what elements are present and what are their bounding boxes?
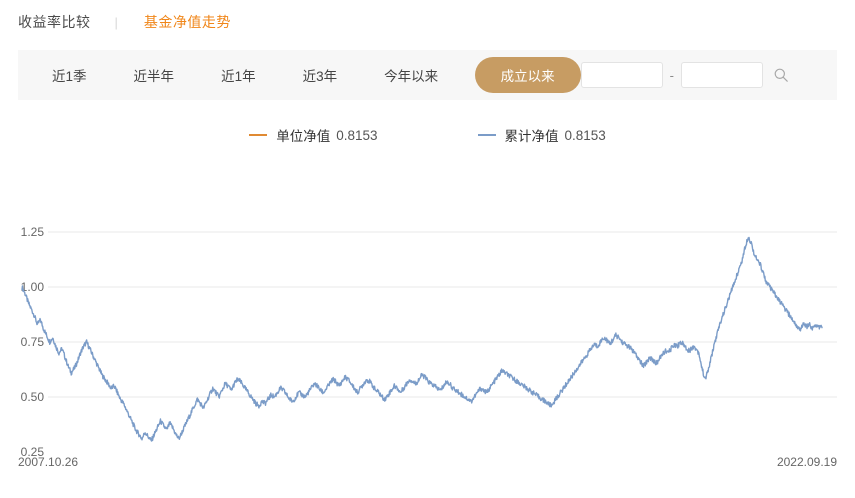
range-button-ytd[interactable]: 今年以来 [368,58,454,92]
chart-legend: 单位净值 0.8153 累计净值 0.8153 [0,122,855,148]
legend-label-unit-nav: 单位净值 [276,129,331,144]
date-start-input[interactable] [580,62,663,88]
y-axis-tick-label: 0.50 [21,390,45,404]
y-axis-tick-label: 1.25 [21,225,45,239]
tab-return-comparison[interactable]: 收益率比较 [18,14,91,30]
x-axis-label-start: 2007.10.26 [18,455,78,469]
y-axis-tick-label: 1.00 [21,280,45,294]
legend-item-unit-nav[interactable]: 单位净值 0.8153 [249,125,378,145]
y-axis-tick-label: 0.25 [21,445,45,459]
tab-separator: | [114,14,118,30]
legend-value-accum-nav: 0.8153 [564,127,606,143]
range-button-3y[interactable]: 近3年 [287,58,354,92]
search-icon[interactable] [773,66,789,84]
chart-y-axis-labels: 1.25 1.00 0.75 0.50 0.25 [21,225,45,459]
legend-label-accum-nav: 累计净值 [504,129,559,144]
date-range-dash: - [669,67,675,83]
series-line-1 [21,236,823,442]
y-axis-tick-label: 0.75 [21,335,45,349]
chart-series-group [21,236,823,442]
date-end-input[interactable] [681,62,764,88]
range-button-since-inception[interactable]: 成立以来 [474,57,581,93]
range-button-1y[interactable]: 近1年 [205,58,272,92]
chart-gridlines [48,231,837,398]
range-button-6m[interactable]: 近半年 [118,58,191,92]
x-axis-label-end: 2022.09.19 [777,455,837,469]
line-swatch-icon [477,134,496,136]
date-range-toolbar: 近1季 近半年 近1年 近3年 今年以来 成立以来 - [18,50,837,100]
legend-value-unit-nav: 0.8153 [336,127,378,143]
range-button-1q[interactable]: 近1季 [36,58,103,92]
chart-canvas: 1.25 1.00 0.75 0.50 0.25 2007.10.26 2022.09.… [18,225,837,469]
chart-section-tabs: 收益率比较 | 基金净值走势 [0,0,855,44]
legend-item-accum-nav[interactable]: 累计净值 0.8153 [477,125,606,145]
line-swatch-icon [249,134,268,136]
nav-trend-chart[interactable]: 1.25 1.00 0.75 0.50 0.25 2007.10.26 2022.09.… [0,170,855,498]
tab-nav-trend[interactable]: 基金净值走势 [143,14,231,30]
